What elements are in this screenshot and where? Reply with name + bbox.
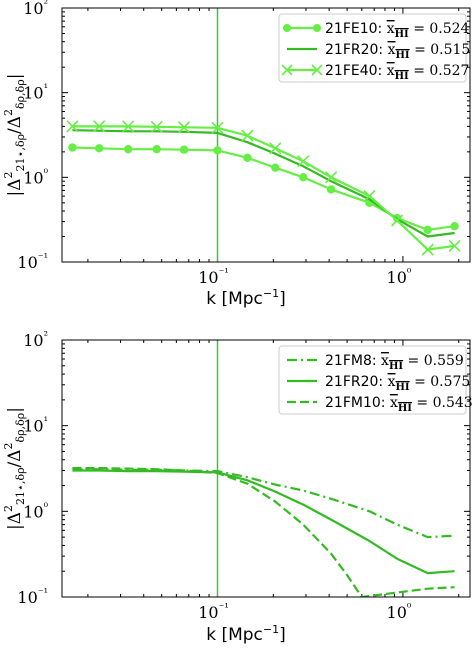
legend-marker [281,64,293,76]
legend-box [278,345,467,415]
y-tick-label: 10⁻¹ [17,586,48,607]
data-point [271,163,280,172]
y-tick-label: 10⁻¹ [17,251,48,272]
data-point [150,120,163,133]
y-axis-label: |Δ221⋆,δρ/Δ2δρ,δρ| [2,407,27,530]
data-point [93,120,106,133]
data-point [450,221,459,231]
legend: 21FE10: xHI = 0.524 21FR20: xHI = 0.515 21… [278,13,470,83]
y-tick-label: 10⁰ [23,500,48,521]
x-tick-label: 10⁰ [387,601,412,622]
legend-box [278,13,467,83]
bottom-panel: 10⁻¹ 10⁰ 10⁻¹ 10⁰ 10¹ 10² k [Mpc−1] |Δ221⋆,δρ/Δ… [2,329,473,645]
top-panel: 10⁻¹ 10⁰ 10⁻¹ 10⁰ 10¹ 10² k [Mpc−1] |Δ221⋆,δρ/Δ… [2,0,471,309]
data-point [177,121,191,134]
series-line-3 [72,467,455,597]
data-point [325,171,338,184]
data-point [391,214,404,227]
data-point [94,144,104,153]
series-line-2 [72,469,455,575]
y-tick-label: 10² [23,329,48,350]
plot-area [66,120,461,256]
data-point [297,155,310,168]
data-point [243,153,252,163]
data-point [423,225,432,235]
axes-frame [61,7,471,263]
legend-marker [283,24,291,32]
legend-entry: 21FR20: xHI = 0.575 [325,374,470,393]
data-point [299,173,308,182]
data-point [241,129,254,142]
data-point [152,144,161,154]
series-line-3 [72,125,455,251]
data-point [213,146,222,155]
series-line-1 [72,468,455,539]
x-axis-label: k [Mpc−1] [206,287,286,309]
legend-entry: 21FE40: xHI = 0.527 [325,63,469,82]
legend-entry: 21FM8: xHI = 0.559 [325,353,464,372]
y-tick-label: 10¹ [23,82,48,103]
x-axis-label: k [Mpc−1] [206,623,286,645]
x-tick-label: 10⁰ [387,266,412,287]
x-tick-label: 10⁻¹ [198,601,229,622]
y-axis-label: |Δ221⋆,δρ/Δ2δρ,δρ| [2,74,27,197]
x-tick-label: 10⁻¹ [198,266,229,287]
data-point [66,120,79,133]
legend-marker [311,64,323,76]
data-point [326,185,336,194]
data-point [122,120,135,133]
data-point [211,121,224,134]
legend: 21FM8: xHI = 0.559 21FR20: xHI = 0.575 21F… [278,345,473,415]
data-point [68,143,77,152]
data-point [448,239,461,252]
legend-entry: 21FM10: xHI = 0.543 [325,395,473,414]
data-point [421,243,434,256]
legend-entry: 21FR20: xHI = 0.515 [325,42,470,61]
data-point [179,145,189,154]
legend-entry: 21FE10: xHI = 0.524 [325,21,470,40]
y-tick-label: 10² [23,0,48,18]
data-point [269,142,282,155]
legend-marker [313,24,321,32]
data-point [124,144,133,154]
y-tick-label: 10⁰ [23,166,48,187]
plot-area [72,467,455,597]
axes-frame [61,339,471,598]
y-tick-label: 10¹ [23,415,48,436]
data-point [363,190,376,203]
